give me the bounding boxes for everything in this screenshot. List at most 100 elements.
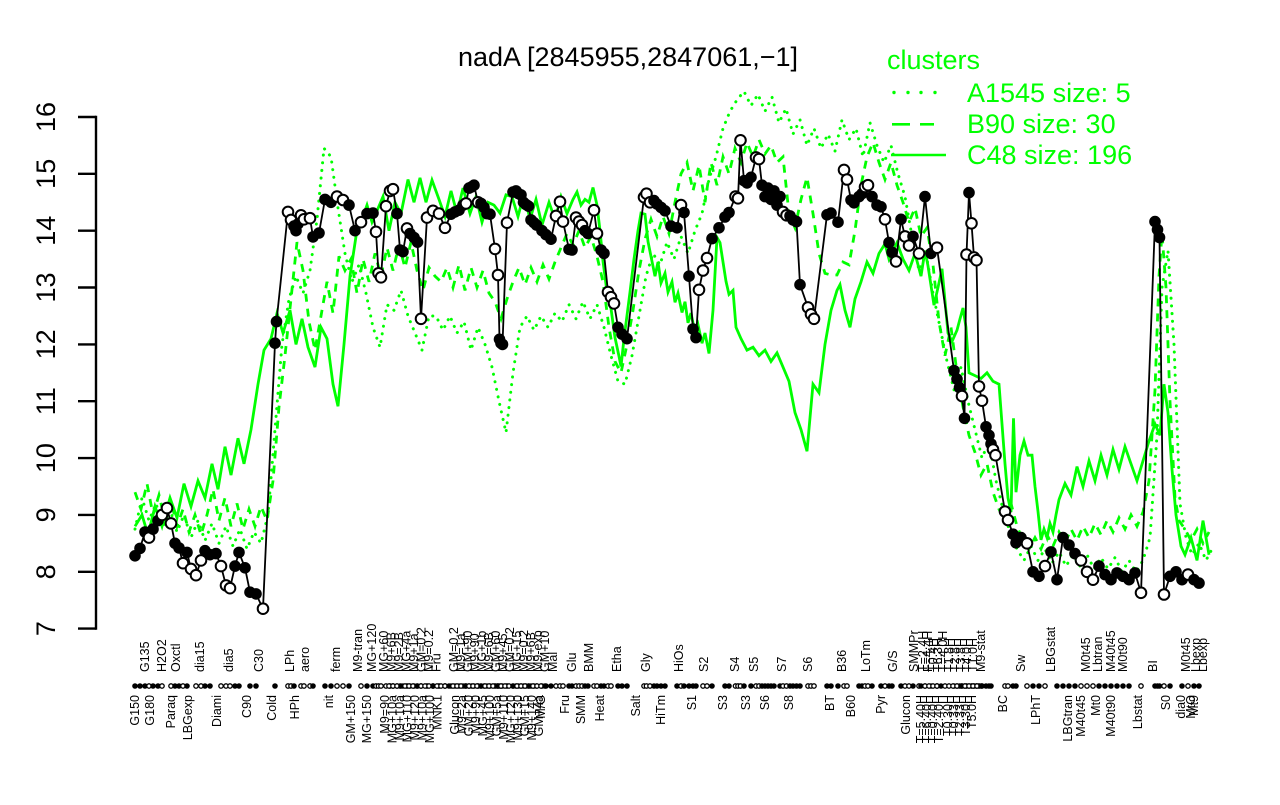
svg-text:S0: S0 bbox=[1159, 695, 1173, 710]
svg-text:M0t45: M0t45 bbox=[1079, 637, 1093, 672]
svg-text:SMM: SMM bbox=[574, 695, 588, 724]
svg-text:M9-stat: M9-stat bbox=[974, 630, 988, 672]
svg-text:T1.8H: T1.8H bbox=[942, 638, 956, 672]
svg-text:M9+10a: M9+10a bbox=[416, 695, 430, 741]
svg-text:HiOs: HiOs bbox=[672, 644, 686, 672]
svg-text:B60: B60 bbox=[844, 695, 858, 717]
svg-text:BC: BC bbox=[996, 695, 1010, 712]
svg-text:GM+4a: GM+4a bbox=[532, 695, 546, 736]
svg-text:BT: BT bbox=[823, 695, 837, 711]
svg-text:Sw: Sw bbox=[1014, 654, 1028, 672]
svg-text:M9+90: M9+90 bbox=[468, 633, 482, 672]
svg-text:M9+130: M9+130 bbox=[511, 695, 525, 741]
svg-text:M40t90: M40t90 bbox=[1104, 695, 1118, 737]
svg-text:M9+10a: M9+10a bbox=[393, 695, 407, 741]
svg-text:7: 7 bbox=[31, 621, 61, 636]
svg-text:Glucon: Glucon bbox=[899, 695, 913, 735]
svg-text:MG+1b: MG+1b bbox=[475, 631, 489, 672]
svg-text:M9=2a: M9=2a bbox=[455, 695, 469, 734]
svg-text:Fru: Fru bbox=[430, 653, 444, 672]
svg-text:BMM: BMM bbox=[582, 643, 596, 672]
svg-text:T0.33H: T0.33H bbox=[947, 695, 961, 736]
svg-text:S5: S5 bbox=[747, 657, 761, 672]
svg-text:C48 size: 196: C48 size: 196 bbox=[967, 140, 1132, 170]
svg-text:12: 12 bbox=[31, 329, 61, 359]
svg-text:M9+140: M9+140 bbox=[525, 695, 539, 741]
svg-text:MG+60: MG+60 bbox=[377, 631, 391, 672]
svg-text:Fru: Fru bbox=[558, 695, 572, 714]
svg-text:Glucon: Glucon bbox=[448, 695, 462, 735]
svg-text:H2O2: H2O2 bbox=[155, 639, 169, 672]
svg-text:Heat: Heat bbox=[593, 694, 607, 721]
svg-text:S4: S4 bbox=[728, 657, 742, 672]
svg-text:MG+120: MG+120 bbox=[365, 624, 379, 672]
svg-text:nit: nit bbox=[322, 694, 336, 708]
svg-text:T=0.40H: T=0.40H bbox=[926, 695, 940, 743]
svg-text:Gly: Gly bbox=[639, 653, 653, 673]
svg-text:T2.8H: T2.8H bbox=[948, 638, 962, 672]
svg-text:LBGexp: LBGexp bbox=[181, 695, 195, 740]
svg-text:G180: G180 bbox=[143, 695, 157, 726]
svg-text:GM+10: GM+10 bbox=[538, 631, 552, 672]
svg-text:M9+6B: M9+6B bbox=[385, 632, 399, 672]
svg-text:M40t45: M40t45 bbox=[1104, 630, 1118, 672]
svg-text:M40t45: M40t45 bbox=[1074, 695, 1088, 737]
svg-text:S8: S8 bbox=[782, 695, 796, 710]
svg-text:GM+15: GM+15 bbox=[518, 695, 532, 736]
svg-text:aero: aero bbox=[298, 647, 312, 672]
svg-text:T=6.40H: T=6.40H bbox=[920, 695, 934, 743]
svg-text:LBGtran: LBGtran bbox=[1061, 695, 1075, 742]
svg-text:S6: S6 bbox=[758, 695, 772, 710]
svg-text:T0.30H: T0.30H bbox=[941, 695, 955, 736]
svg-text:A1545 size: 5: A1545 size: 5 bbox=[967, 78, 1131, 108]
svg-text:Pyr: Pyr bbox=[874, 695, 888, 714]
svg-text:Lbtran: Lbtran bbox=[1091, 637, 1105, 672]
svg-text:T2.33H: T2.33H bbox=[953, 695, 967, 736]
svg-text:M9+45: M9+45 bbox=[496, 633, 510, 672]
svg-text:M9+110: M9+110 bbox=[497, 695, 511, 740]
svg-text:Paraq: Paraq bbox=[164, 695, 178, 728]
svg-text:M9=0.2: M9=0.2 bbox=[517, 630, 531, 672]
svg-text:GM=0.2: GM=0.2 bbox=[503, 627, 517, 672]
svg-text:LoTm: LoTm bbox=[859, 640, 873, 672]
svg-text:T6.3H: T6.3H bbox=[931, 638, 945, 672]
svg-text:MG+150: MG+150 bbox=[360, 695, 374, 743]
svg-text:LBGstat: LBGstat bbox=[1044, 626, 1058, 672]
svg-text:Glu: Glu bbox=[565, 653, 579, 673]
svg-text:15: 15 bbox=[31, 159, 61, 189]
svg-text:Lbstat: Lbstat bbox=[1131, 694, 1145, 729]
svg-text:MG+10a: MG+10a bbox=[386, 695, 400, 743]
svg-text:8: 8 bbox=[31, 564, 61, 579]
svg-text:S3: S3 bbox=[716, 695, 730, 710]
svg-text:G135: G135 bbox=[138, 641, 152, 672]
svg-text:11: 11 bbox=[31, 387, 61, 415]
svg-text:T=4.0H: T=4.0H bbox=[936, 631, 950, 672]
svg-text:Oxctl: Oxctl bbox=[169, 644, 183, 672]
svg-text:LPh: LPh bbox=[283, 650, 297, 672]
svg-text:S6: S6 bbox=[801, 657, 815, 672]
svg-text:B90 size: 30: B90 size: 30 bbox=[967, 109, 1116, 139]
svg-text:Mt0: Mt0 bbox=[1089, 695, 1103, 716]
svg-text:M9=1a: M9=1a bbox=[454, 633, 468, 672]
svg-text:MG+100: MG+100 bbox=[423, 695, 437, 743]
svg-text:S2: S2 bbox=[697, 657, 711, 672]
svg-text:LPhT: LPhT bbox=[1029, 695, 1043, 725]
svg-text:M0t90: M0t90 bbox=[1116, 637, 1130, 672]
svg-text:T3.8H: T3.8H bbox=[954, 638, 968, 672]
svg-text:Mt9: Mt9 bbox=[1187, 695, 1201, 716]
svg-text:Diami: Diami bbox=[210, 695, 224, 727]
svg-text:S7: S7 bbox=[775, 657, 789, 672]
svg-text:GM+5a: GM+5a bbox=[490, 695, 504, 736]
svg-text:GM+90: GM+90 bbox=[461, 631, 475, 672]
svg-text:T0.4H: T0.4H bbox=[926, 638, 940, 672]
svg-text:10: 10 bbox=[31, 443, 61, 473]
svg-text:dia0: dia0 bbox=[1174, 695, 1188, 719]
svg-text:Salt: Salt bbox=[629, 694, 643, 716]
svg-text:T=5.40H: T=5.40H bbox=[914, 695, 928, 743]
svg-text:M/G: M/G bbox=[534, 695, 548, 719]
svg-text:GM+20: GM+20 bbox=[462, 695, 476, 736]
svg-text:MG+110: MG+110 bbox=[401, 695, 415, 742]
svg-text:T=2.4H: T=2.4H bbox=[916, 631, 930, 672]
svg-text:ferm: ferm bbox=[329, 647, 343, 672]
svg-text:M9=2B: M9=2B bbox=[392, 632, 406, 672]
